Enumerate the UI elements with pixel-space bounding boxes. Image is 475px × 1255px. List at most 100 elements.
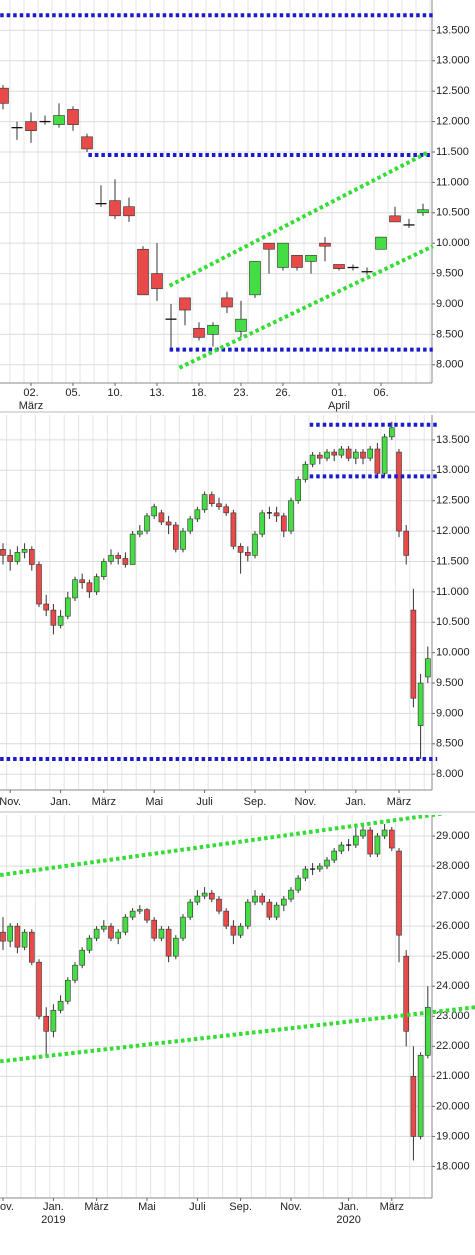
trend-lines <box>0 13 434 370</box>
candle-body <box>319 242 331 247</box>
candle-body <box>273 512 280 517</box>
x-tick-label: Juli <box>189 1201 206 1213</box>
candle-body <box>173 524 179 550</box>
x-tick-label-2: März <box>19 400 43 412</box>
y-tick-label: 10.000 <box>436 237 470 249</box>
x-tick-label: Juli <box>196 796 213 808</box>
candle-body <box>57 615 64 626</box>
x-tick-label: 01. <box>331 387 346 399</box>
candle-body <box>28 549 35 565</box>
candle-body <box>137 248 149 296</box>
candle-body <box>65 597 71 617</box>
candle-body <box>249 261 261 296</box>
candle-body <box>375 236 387 250</box>
candle-body <box>144 515 150 532</box>
candle-body <box>345 448 352 459</box>
candle-body <box>194 895 201 903</box>
y-tick-label: 10.500 <box>436 207 470 219</box>
y-tick-label: 8.500 <box>436 328 464 340</box>
candle-body <box>158 928 165 939</box>
candle-body <box>266 901 273 918</box>
candle-body <box>273 904 280 918</box>
candle-body <box>352 835 359 846</box>
y-tick-label: 24.000 <box>436 980 470 992</box>
y-tick-label: 29.000 <box>436 830 470 842</box>
x-tick-label: März <box>380 1201 404 1213</box>
x-tick-label: Nov. <box>0 1201 14 1213</box>
x-tick-label: Jan. <box>345 796 366 808</box>
candle-body <box>72 964 78 981</box>
x-tick-label-2: 2020 <box>336 1214 360 1226</box>
candle-body <box>388 427 395 438</box>
candle-body <box>108 555 114 562</box>
candles <box>0 85 429 350</box>
candle-body <box>209 892 215 900</box>
y-tick-label: 20.000 <box>436 1100 470 1112</box>
candle-body <box>381 436 388 474</box>
x-tick-label: Sep. <box>244 796 267 808</box>
candle-body <box>309 454 316 465</box>
candle-body <box>115 931 121 939</box>
x-tick-label: Mai <box>138 1201 156 1213</box>
x-tick-label: März <box>84 1201 108 1213</box>
candle-body <box>207 324 219 335</box>
candle-body <box>374 835 381 855</box>
candle-body <box>165 928 172 957</box>
candle-body <box>187 518 193 532</box>
candle-body <box>324 859 330 867</box>
trend-line <box>0 1005 475 1064</box>
candle-body <box>403 530 410 556</box>
candle-body <box>201 494 208 511</box>
candle-body <box>67 109 79 125</box>
x-tick-label: 10. <box>107 387 122 399</box>
candle-body <box>424 1006 431 1056</box>
candle-body <box>79 949 85 966</box>
candle-body <box>144 909 150 921</box>
panel: 18.000 19.000 20.000 21.000 22.000 23.000 24.0… <box>0 815 475 1226</box>
candle-body <box>396 451 402 532</box>
y-tick-label: 11.500 <box>436 146 469 158</box>
y-tick-label: 12.000 <box>436 115 470 127</box>
candle-body <box>50 1009 57 1032</box>
candle-body <box>302 463 309 480</box>
candle-body <box>338 844 345 852</box>
x-tick-label: 26. <box>275 387 290 399</box>
candle-body <box>223 910 229 927</box>
candle-body <box>151 273 163 290</box>
candle-body <box>295 479 302 501</box>
x-tick-label: 06. <box>373 387 388 399</box>
candle-body <box>209 494 215 505</box>
y-tick-label: 28.000 <box>436 860 470 872</box>
y-tick-label: 10.000 <box>436 647 470 659</box>
panel: 8.000 8.500 9.000 9.500 10.000 10.500 11.000 11… <box>0 415 470 808</box>
candle-body <box>245 901 251 927</box>
x-tick-label: Nov. <box>0 796 21 808</box>
x-tick-label: Jan. <box>338 1201 359 1213</box>
candle-body <box>7 925 13 942</box>
candle-body <box>137 909 143 912</box>
candle-body <box>367 829 374 855</box>
candle-body <box>25 121 37 132</box>
trend-lines <box>0 422 438 762</box>
candle-body <box>396 850 402 936</box>
x-tick-label: Nov. <box>294 796 316 808</box>
candle-body <box>0 549 6 556</box>
candle-body <box>324 451 330 459</box>
x-tick-label: 23. <box>233 387 248 399</box>
candle-body <box>291 255 303 268</box>
candle-body <box>122 558 129 565</box>
candle-body <box>388 829 395 849</box>
candle-body <box>424 658 431 678</box>
candle-body <box>216 898 222 912</box>
candle-body <box>316 454 323 459</box>
candle-body <box>57 1000 64 1011</box>
candle-body <box>252 533 258 556</box>
y-tick-label: 18.000 <box>436 1160 470 1172</box>
candle-body <box>216 503 222 508</box>
candle-body <box>403 955 410 1032</box>
candle-body <box>158 512 165 523</box>
candle-body <box>50 609 57 626</box>
candle-body <box>194 509 201 520</box>
x-tick-label: März <box>92 796 116 808</box>
